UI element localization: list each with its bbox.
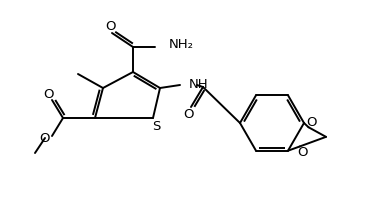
Text: O: O: [298, 146, 308, 159]
Text: O: O: [183, 108, 193, 121]
Text: O: O: [105, 20, 115, 33]
Text: O: O: [306, 116, 317, 129]
Text: O: O: [44, 88, 54, 102]
Text: NH₂: NH₂: [169, 39, 194, 52]
Text: S: S: [152, 121, 160, 134]
Text: NH: NH: [189, 78, 209, 91]
Text: O: O: [40, 131, 50, 144]
